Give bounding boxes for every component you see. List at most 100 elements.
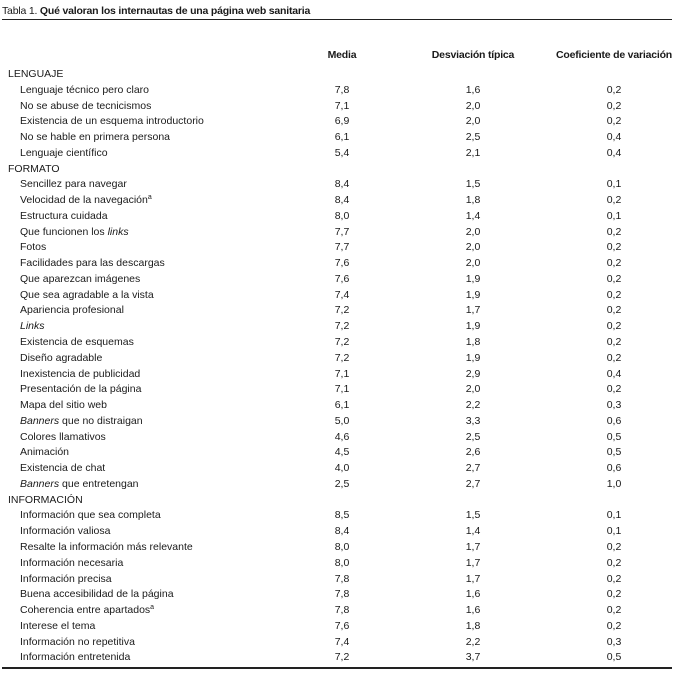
row-label-text: Inexistencia de publicidad <box>20 367 141 380</box>
row-label-italic: Banners <box>20 477 60 490</box>
table-row: Estructura cuidada 8,0 1,4 0,1 <box>0 209 680 225</box>
row-label-text: Que funcionen los <box>20 225 108 238</box>
row-label-text: Información necesaria <box>20 556 124 569</box>
cell-coeficiente: 0,5 <box>606 446 622 459</box>
cell-coeficiente: 0,4 <box>606 146 622 159</box>
cell-coeficiente: 0,2 <box>606 272 622 285</box>
row-label-italic: links <box>107 225 129 238</box>
cell-media: 7,1 <box>334 367 350 380</box>
row-label: Animación <box>20 445 69 461</box>
cell-media: 7,1 <box>334 383 350 396</box>
table-row: Mapa del sitio web 6,1 2,2 0,3 <box>0 398 680 414</box>
cell-desviacion: 1,6 <box>465 588 481 601</box>
row-label: Inexistencia de publicidad <box>20 367 140 383</box>
row-label-text: Estructura cuidada <box>20 209 108 222</box>
cell-media: 7,2 <box>334 351 350 364</box>
cell-desviacion: 2,5 <box>465 131 481 144</box>
cell-desviacion: 2,5 <box>465 430 481 443</box>
row-label-text: Información precisa <box>20 572 112 585</box>
row-label-text: Buena accesibilidad de la página <box>20 588 174 601</box>
cell-coeficiente: 0,2 <box>606 556 622 569</box>
cell-media: 7,8 <box>334 588 350 601</box>
row-label: Información entretenida <box>20 650 130 666</box>
table-row: Información que sea completa 8,5 1,5 0,1 <box>0 508 680 524</box>
row-label-text: Información que sea completa <box>20 509 161 522</box>
cell-media: 7,2 <box>334 320 350 333</box>
row-label: Coherencia entre apartadosa <box>20 603 154 619</box>
cell-media: 7,2 <box>334 304 350 317</box>
row-label: Lenguaje científico <box>20 146 108 162</box>
row-label-text: Velocidad de la navegación <box>20 194 148 207</box>
cell-media: 5,4 <box>334 146 350 159</box>
section-row: INFORMACIÓN <box>0 493 680 509</box>
cell-media: 8,4 <box>334 178 350 191</box>
row-label-text: Sencillez para navegar <box>20 178 127 191</box>
cell-desviacion: 1,7 <box>465 572 481 585</box>
cell-media: 7,7 <box>334 225 350 238</box>
cell-media: 6,1 <box>334 399 350 412</box>
row-label: Colores llamativos <box>20 430 106 446</box>
cell-coeficiente: 0,2 <box>606 288 622 301</box>
table-row: Lenguaje técnico pero claro 7,8 1,6 0,2 <box>0 83 680 99</box>
table-row: Presentación de la página 7,1 2,0 0,2 <box>0 382 680 398</box>
cell-coeficiente: 0,2 <box>606 383 622 396</box>
cell-desviacion: 2,2 <box>465 635 481 648</box>
column-header-media: Media <box>327 49 357 61</box>
section-heading: LENGUAJE <box>8 68 64 80</box>
row-label: Presentación de la página <box>20 382 141 398</box>
table-row: Que sea agradable a la vista 7,4 1,9 0,2 <box>0 288 680 304</box>
cell-media: 7,4 <box>334 288 350 301</box>
table-row: Diseño agradable 7,2 1,9 0,2 <box>0 351 680 367</box>
table-row: Información no repetitiva 7,4 2,2 0,3 <box>0 635 680 651</box>
cell-media: 6,1 <box>334 131 350 144</box>
row-label-text: Mapa del sitio web <box>20 399 107 412</box>
row-label: Resalte la información más relevante <box>20 540 193 556</box>
row-label: Información necesaria <box>20 556 123 572</box>
table-row: Coherencia entre apartadosa 7,8 1,6 0,2 <box>0 603 680 619</box>
table-row: Apariencia profesional 7,2 1,7 0,2 <box>0 303 680 319</box>
footnote-mark: a <box>150 604 155 612</box>
row-label-text: Que sea agradable a la vista <box>20 288 154 301</box>
cell-media: 7,4 <box>334 635 350 648</box>
cell-coeficiente: 0,2 <box>606 241 622 254</box>
cell-media: 4,5 <box>334 446 350 459</box>
cell-desviacion: 2,7 <box>465 477 481 490</box>
cell-desviacion: 2,1 <box>465 146 481 159</box>
row-label-text: Resalte la información más relevante <box>20 540 193 553</box>
row-label: Sencillez para navegar <box>20 177 127 193</box>
cell-desviacion: 2,0 <box>465 115 481 128</box>
row-label: Información precisa <box>20 572 112 588</box>
cell-coeficiente: 0,5 <box>606 651 622 664</box>
row-label-text: Existencia de un esquema introductorio <box>20 115 204 128</box>
cell-desviacion: 2,6 <box>465 446 481 459</box>
row-label-text: Animación <box>20 446 70 459</box>
cell-coeficiente: 0,1 <box>606 525 622 538</box>
cell-coeficiente: 0,2 <box>606 99 622 112</box>
cell-coeficiente: 0,4 <box>606 367 622 380</box>
section-row: LENGUAJE <box>0 67 680 83</box>
row-label-text: Fotos <box>20 241 47 254</box>
row-label-text: Presentación de la página <box>20 383 142 396</box>
table-body: LENGUAJE Lenguaje técnico pero claro 7,8 1,… <box>0 67 680 666</box>
table-row: Información entretenida 7,2 3,7 0,5 <box>0 650 680 666</box>
cell-coeficiente: 0,6 <box>606 414 622 427</box>
row-label-text: Interese el tema <box>20 619 96 632</box>
cell-desviacion: 1,9 <box>465 288 481 301</box>
section-heading: FORMATO <box>8 162 60 175</box>
row-label: Buena accesibilidad de la página <box>20 587 174 603</box>
cell-coeficiente: 0,2 <box>606 351 622 364</box>
row-label: Mapa del sitio web <box>20 398 107 414</box>
cell-coeficiente: 0,4 <box>606 131 622 144</box>
row-label: Diseño agradable <box>20 351 102 367</box>
row-label-text: Coherencia entre apartados <box>20 604 151 617</box>
table-row: Facilidades para las descargas 7,6 2,0 0,2 <box>0 256 680 272</box>
row-label-text: No se hable en primera persona <box>20 131 171 144</box>
table-row: Información valiosa 8,4 1,4 0,1 <box>0 524 680 540</box>
row-label: Fotos <box>20 240 46 256</box>
row-label: Interese el tema <box>20 619 95 635</box>
row-label: Estructura cuidada <box>20 209 108 225</box>
row-label: Que sea agradable a la vista <box>20 288 154 304</box>
table-row: Resalte la información más relevante 8,0 1… <box>0 540 680 556</box>
table-number: Tabla 1. <box>2 5 38 17</box>
row-label-text: No se abuse de tecnicismos <box>20 99 152 112</box>
